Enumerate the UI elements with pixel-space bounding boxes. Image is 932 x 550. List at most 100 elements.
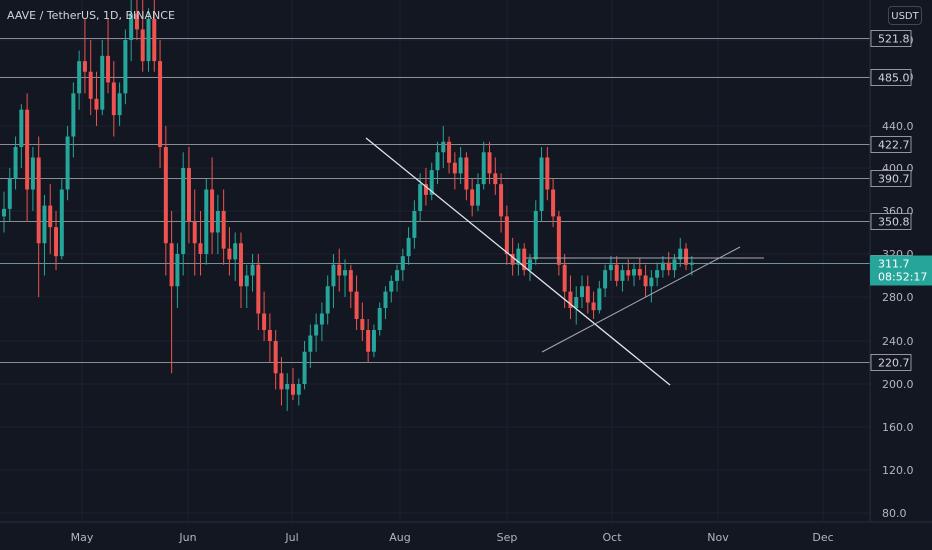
candle-body xyxy=(423,184,428,195)
candle-body xyxy=(198,243,203,254)
candle-body xyxy=(371,330,376,352)
candle-body xyxy=(435,152,440,171)
candle-body xyxy=(175,254,180,287)
candle-body xyxy=(666,262,671,271)
candle-body xyxy=(314,324,319,336)
candle-body xyxy=(487,152,492,174)
candle-body xyxy=(493,173,498,185)
candle-body xyxy=(111,82,116,116)
candle-body xyxy=(556,216,561,265)
candle-body xyxy=(603,270,608,289)
candle-body xyxy=(204,189,209,254)
candle-body xyxy=(192,221,197,244)
candle-body xyxy=(42,205,47,244)
time-tick-label: May xyxy=(71,531,94,544)
price-level-box xyxy=(870,30,912,47)
time-tick-label: Aug xyxy=(389,531,410,544)
candle-body xyxy=(406,237,411,257)
price-level-box xyxy=(870,170,912,187)
candle-body xyxy=(672,259,677,271)
candle-body xyxy=(389,280,394,292)
candle-body xyxy=(504,216,509,254)
candle-body xyxy=(163,147,168,244)
time-tick-label: Sep xyxy=(497,531,518,544)
candle-body xyxy=(158,61,163,148)
candle-body xyxy=(614,264,619,281)
price-tick-label: 280.0 xyxy=(882,291,914,304)
price-level-box xyxy=(870,69,912,86)
current-price-marker: 311.708:52:17 xyxy=(0,255,932,286)
candle-body xyxy=(568,291,573,308)
candle-body xyxy=(377,308,382,330)
candle-body xyxy=(129,13,134,40)
price-level-box xyxy=(870,136,912,153)
candle-body xyxy=(533,211,538,260)
price-levels[interactable] xyxy=(0,38,870,363)
candle-body xyxy=(244,275,249,287)
candle-body xyxy=(470,189,475,206)
candle-body xyxy=(30,157,35,190)
time-tick-label: Oct xyxy=(602,531,622,544)
time-axis[interactable]: May Jun Jul Aug Sep Oct Nov Dec xyxy=(71,531,834,544)
candle-body xyxy=(660,262,665,271)
candle-body xyxy=(285,384,290,390)
candle-body xyxy=(343,270,348,276)
candle-body xyxy=(522,248,527,271)
candle-body xyxy=(458,157,463,174)
candle-body xyxy=(597,288,602,311)
candle-body xyxy=(88,71,93,99)
descending-trendline[interactable] xyxy=(365,137,671,386)
candle-body xyxy=(77,61,82,94)
candle-body xyxy=(134,13,139,30)
price-tick-label: 80.0 xyxy=(882,507,907,520)
price-level-label: 521.8 xyxy=(878,33,910,46)
candle-body xyxy=(580,286,584,297)
candle-body xyxy=(71,93,76,137)
candle-body xyxy=(539,157,544,211)
ascending-trendline[interactable] xyxy=(541,246,741,353)
candle-body xyxy=(279,373,284,390)
candle-body xyxy=(689,262,694,265)
currency-unit-button[interactable]: USDT xyxy=(888,6,922,25)
candle-body xyxy=(94,98,99,110)
candle-body xyxy=(649,277,654,287)
candle-body xyxy=(221,211,226,249)
candle-body xyxy=(608,264,613,271)
candle-body xyxy=(59,189,64,257)
trendlines[interactable] xyxy=(365,137,764,386)
candle-body xyxy=(591,302,596,311)
current-price-value: 311.7 xyxy=(878,258,910,271)
candle-body xyxy=(383,291,388,308)
candle-body xyxy=(117,93,122,116)
candle-body xyxy=(585,286,590,303)
time-tick-label: Nov xyxy=(707,531,729,544)
price-level-box xyxy=(870,213,912,230)
candle-body xyxy=(655,270,660,278)
candle-body xyxy=(296,384,301,395)
price-level-label: 422.7 xyxy=(878,139,910,152)
candle-body xyxy=(308,335,313,352)
price-level-label: 390.7 xyxy=(878,173,910,186)
candle-body xyxy=(227,248,232,260)
candle-body xyxy=(510,254,515,265)
candle-body xyxy=(620,270,625,281)
price-level-box xyxy=(870,354,912,371)
chart-title: AAVE / TetherUS, 1D, BINANCE xyxy=(7,9,175,22)
candle-body xyxy=(499,184,504,217)
candle-body xyxy=(331,264,336,287)
candle-body xyxy=(562,264,567,292)
current-price-box xyxy=(870,255,932,286)
candle-body xyxy=(123,40,128,94)
candle-body xyxy=(140,29,145,62)
candle-body xyxy=(637,269,642,276)
candle-body xyxy=(54,227,59,257)
candle-body xyxy=(429,170,434,195)
time-tick-label: Dec xyxy=(812,531,833,544)
candle-body xyxy=(291,384,295,395)
candle-body xyxy=(412,211,417,238)
candle-body xyxy=(267,330,272,341)
candle-body xyxy=(273,341,278,374)
candle-body xyxy=(348,270,353,292)
candle-body xyxy=(250,264,255,276)
